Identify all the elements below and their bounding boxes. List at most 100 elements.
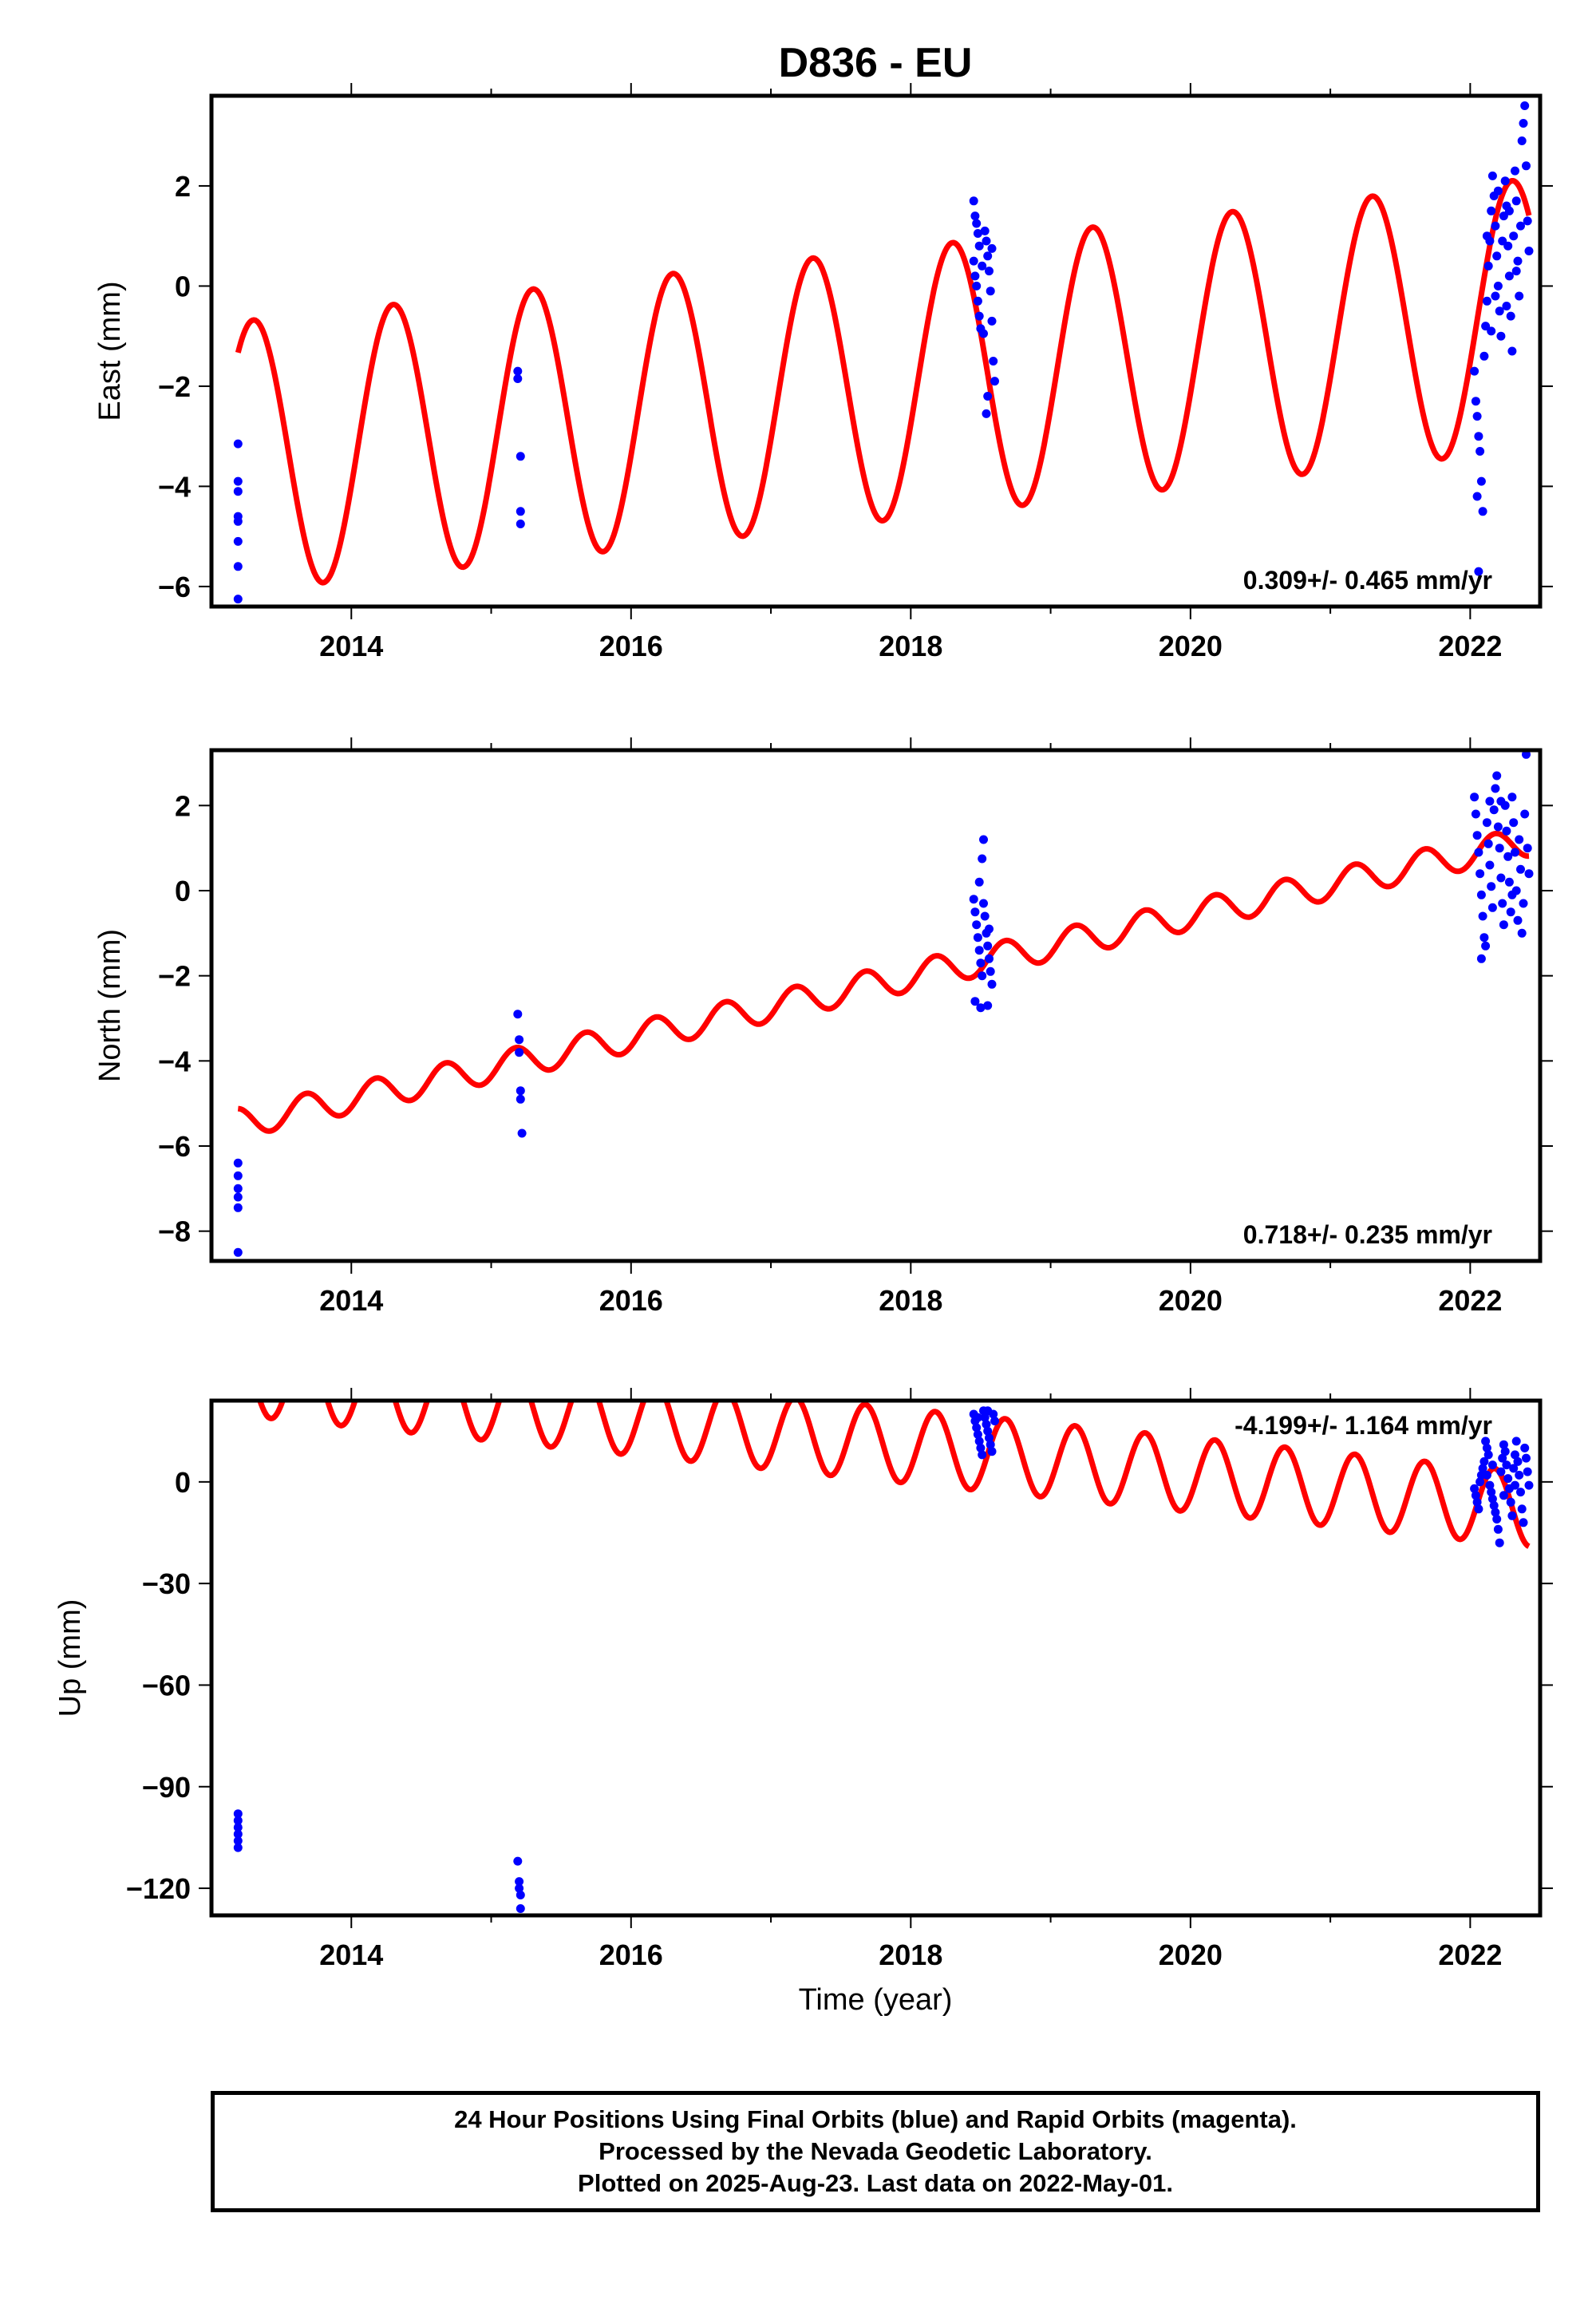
data-point	[1487, 1488, 1496, 1497]
data-point	[1482, 296, 1491, 306]
data-point	[1504, 206, 1514, 215]
data-point	[972, 920, 982, 930]
plot-area	[233, 750, 1534, 1257]
data-point	[1507, 346, 1517, 356]
data-point	[516, 520, 525, 528]
data-point	[233, 1816, 243, 1825]
y-tick-label: 0	[175, 1466, 191, 1499]
data-point	[233, 439, 243, 449]
data-point	[516, 452, 525, 461]
plot-area	[233, 101, 1534, 604]
data-point	[974, 877, 984, 887]
data-point	[982, 1420, 991, 1429]
model-curve	[235, 178, 1532, 586]
data-point	[1482, 1470, 1491, 1480]
panel-up: −120 −90 −60 −30 0 2014 2016 2018 2020 2022 Up (mm…	[53, 1388, 1553, 1971]
data-point	[987, 243, 997, 253]
data-point	[1498, 899, 1507, 908]
data-point	[1491, 784, 1500, 793]
y-tick-label: −4	[158, 470, 191, 503]
data-point	[970, 271, 980, 281]
panel-north: −8 −6 −4 −2 0 2 2014 2016 2018 2020 2022 North (mm)…	[93, 737, 1553, 1317]
y-tick-label: −8	[158, 1215, 191, 1248]
data-point	[1470, 1484, 1479, 1493]
data-point	[1513, 256, 1523, 266]
data-point	[515, 1048, 524, 1057]
data-point	[1496, 796, 1506, 806]
data-point	[1489, 805, 1499, 815]
data-point	[970, 907, 980, 917]
data-point	[1515, 291, 1524, 301]
data-point	[1507, 890, 1517, 899]
data-point	[1507, 792, 1517, 802]
data-point	[982, 236, 991, 246]
data-point	[1487, 326, 1496, 336]
data-point	[1492, 771, 1502, 781]
data-point	[1487, 1460, 1497, 1470]
data-point	[516, 1904, 525, 1913]
data-point	[1487, 903, 1497, 912]
data-point	[513, 366, 523, 376]
x-tick-label: 2020	[1159, 1284, 1223, 1317]
data-point	[1513, 915, 1523, 925]
y-tick-label: −2	[158, 370, 191, 403]
data-point	[1470, 792, 1479, 802]
data-point	[1520, 101, 1530, 110]
rate-label: 0.718+/- 0.235 mm/yr	[1243, 1220, 1492, 1249]
data-point	[1507, 1511, 1517, 1520]
data-point	[1516, 221, 1525, 231]
x-tick-label: 2022	[1438, 1284, 1502, 1317]
y-axis-label: Up (mm)	[53, 1599, 87, 1717]
data-point	[1495, 844, 1504, 853]
data-point	[1504, 271, 1514, 281]
data-point	[1511, 1480, 1519, 1490]
data-point	[978, 261, 987, 271]
x-tick-label: 2018	[879, 1284, 942, 1317]
data-point	[233, 1184, 243, 1193]
data-point	[1520, 809, 1530, 819]
plot-area	[233, 1401, 1534, 1913]
data-point	[1483, 1450, 1493, 1460]
data-point	[1499, 1491, 1508, 1500]
data-point	[1509, 818, 1519, 828]
data-point	[985, 924, 994, 934]
data-point	[983, 1406, 993, 1416]
data-point	[979, 899, 988, 908]
data-point	[1470, 366, 1479, 376]
data-point	[1524, 1480, 1534, 1490]
data-point	[1474, 1504, 1483, 1514]
data-point	[1471, 1491, 1480, 1500]
data-point	[1481, 322, 1491, 331]
data-point	[1481, 941, 1491, 951]
data-point	[983, 251, 993, 261]
data-point	[1522, 750, 1531, 759]
data-point	[1476, 476, 1486, 486]
footer-line-1: 24 Hour Positions Using Final Orbits (bl…	[454, 2105, 1297, 2133]
x-tick-label: 2020	[1159, 1939, 1223, 1971]
data-point	[1513, 1456, 1523, 1466]
plot-frame	[209, 1398, 1543, 1918]
data-point	[1502, 826, 1511, 836]
x-tick-label: 2020	[1159, 630, 1223, 662]
data-point	[1478, 911, 1487, 921]
data-point	[987, 316, 997, 326]
data-point	[1511, 196, 1521, 206]
plot-frame	[209, 748, 1543, 1263]
x-tick-label: 2018	[879, 1939, 942, 1971]
data-point	[969, 256, 978, 266]
x-tick-label: 2022	[1438, 630, 1502, 662]
data-point	[233, 1158, 243, 1168]
data-point	[1495, 1538, 1504, 1547]
data-point	[990, 377, 999, 386]
data-point	[983, 392, 993, 401]
y-tick-label: 0	[175, 270, 191, 302]
data-point	[972, 281, 982, 290]
data-point	[973, 229, 982, 238]
data-point	[985, 267, 994, 276]
data-point	[1479, 933, 1489, 943]
data-point	[1509, 1464, 1519, 1473]
figure-title: D836 - EU	[779, 40, 973, 86]
data-point	[1496, 331, 1506, 341]
data-point	[1502, 1460, 1511, 1470]
data-point	[1522, 1453, 1531, 1463]
